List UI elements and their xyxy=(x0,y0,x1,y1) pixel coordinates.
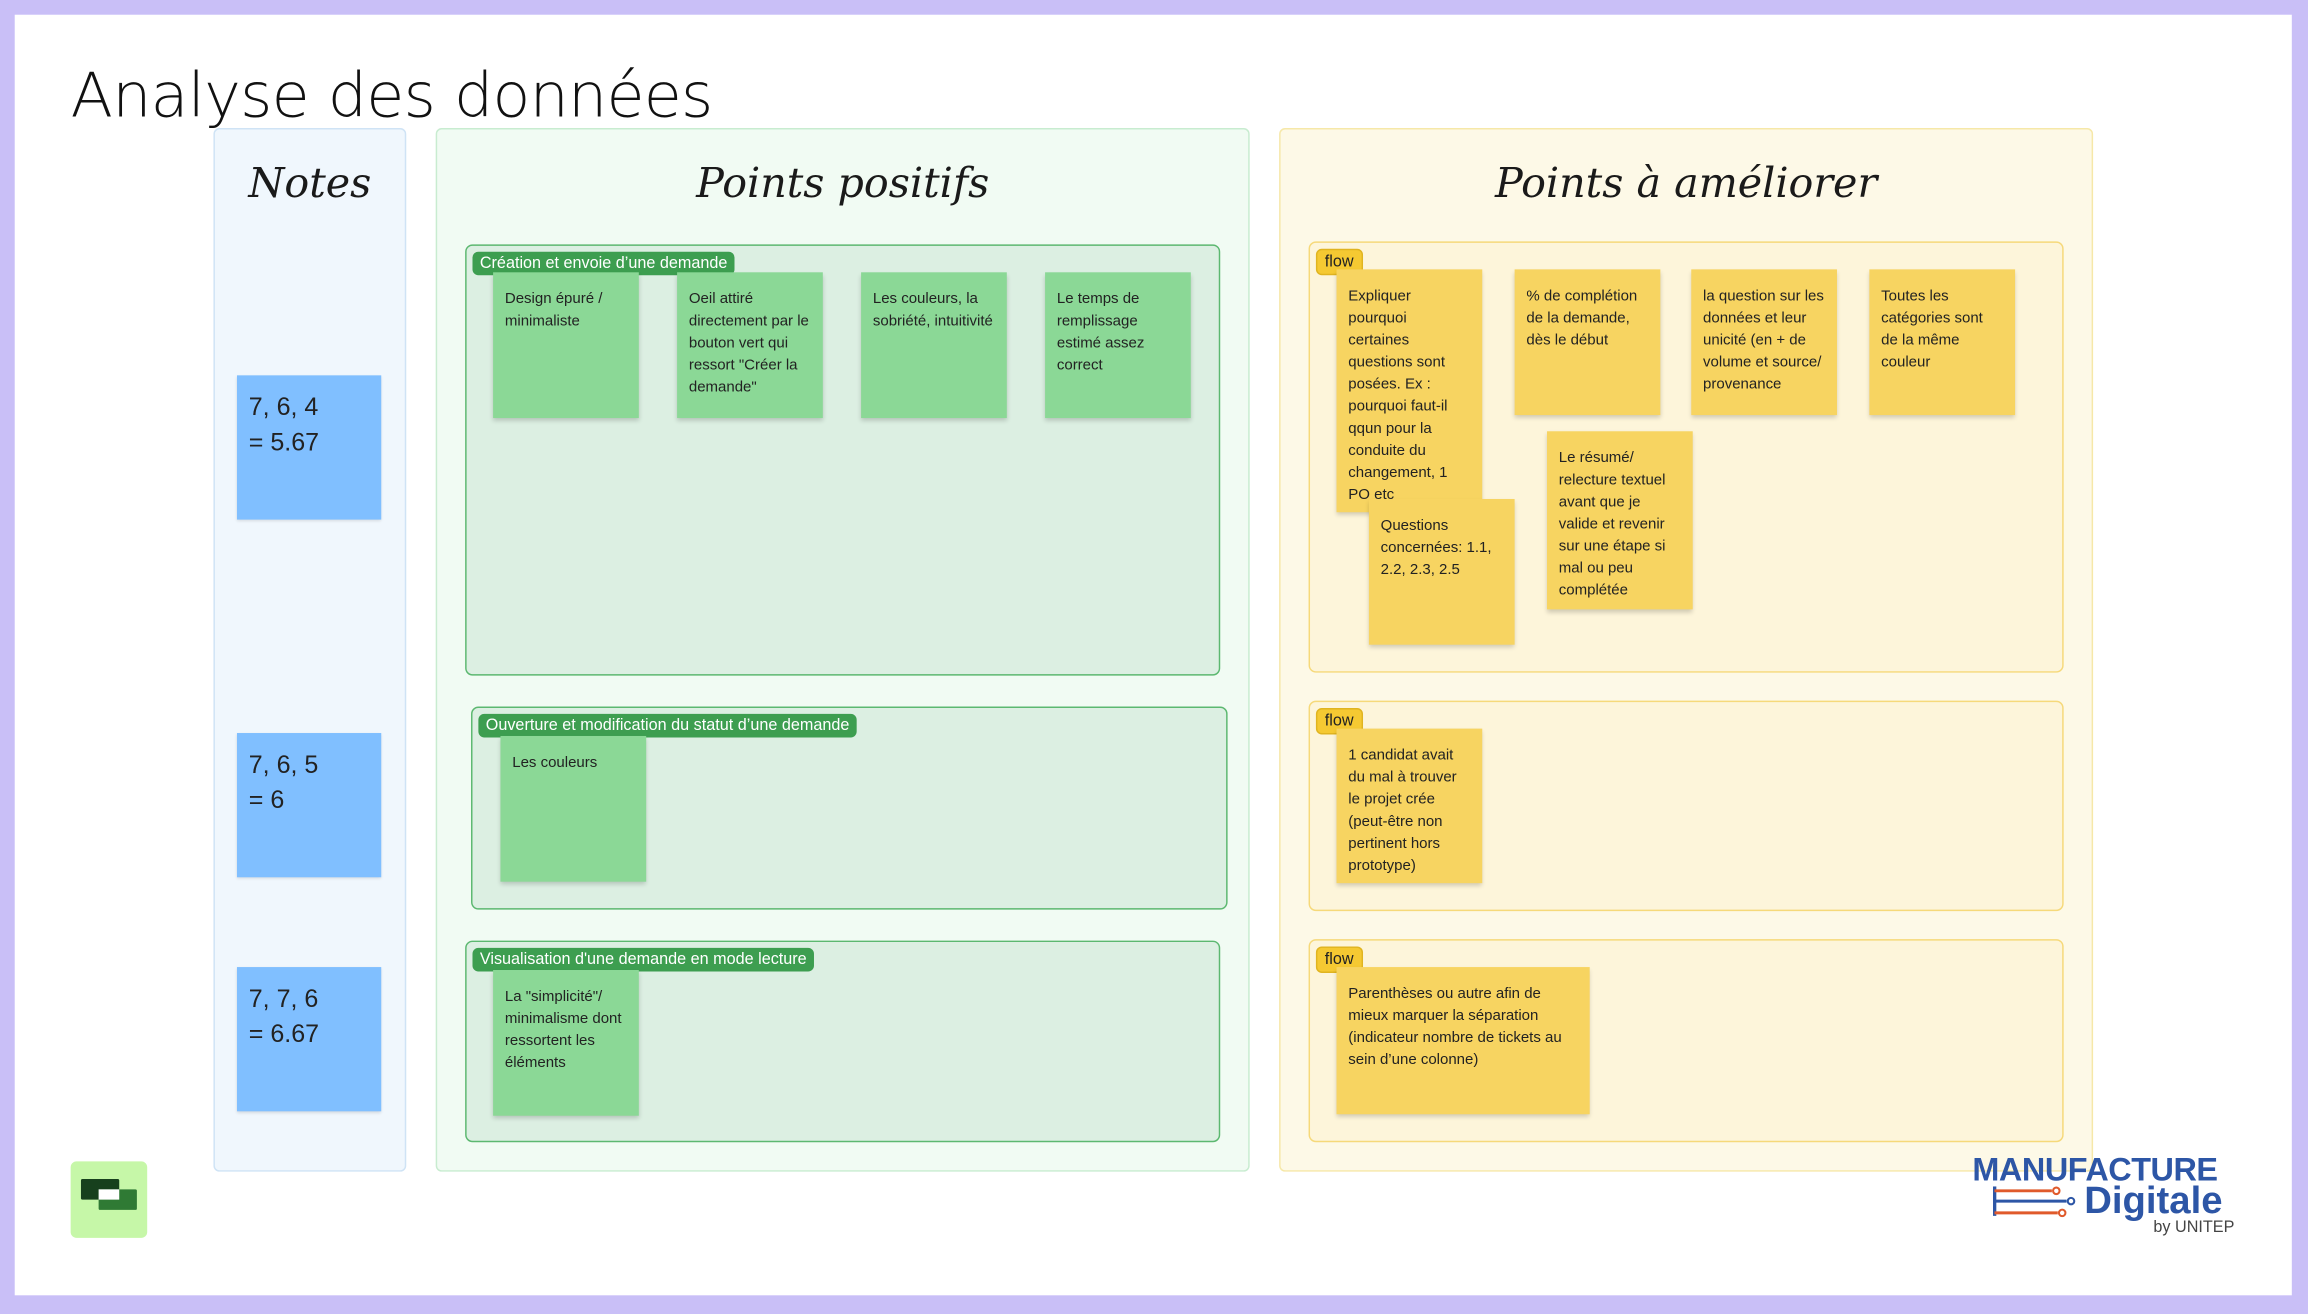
improvement-points-title: Points à améliorer xyxy=(1495,158,1878,208)
section-label: Création et envoie d’une demande xyxy=(472,251,735,276)
circuit-lines-icon xyxy=(1993,1186,2076,1218)
sticky-note[interactable]: Questions concernées: 1.1, 2.2, 2.3, 2.5 xyxy=(1368,498,1515,645)
notes-title: Notes xyxy=(248,158,372,208)
note-sticky[interactable]: 7, 6, 5 = 6 xyxy=(236,733,382,878)
sticky-note[interactable]: % de complétion de la demande, dès le dé… xyxy=(1514,269,1661,416)
logo-line2: Digitale xyxy=(2084,1177,2223,1222)
positive-points-title: Points positifs xyxy=(696,158,990,208)
note-sticky[interactable]: 7, 7, 6 = 6.67 xyxy=(236,967,382,1112)
note-sticky[interactable]: 7, 6, 4 = 5.67 xyxy=(236,375,382,520)
section-label: Visualisation d'une demande en mode lect… xyxy=(472,947,815,972)
section-label: Ouverture et modification du statut d’un… xyxy=(478,713,857,738)
manufacture-digitale-logo: MANUFACTURE Digitale by UNITEP xyxy=(1972,1151,2237,1239)
sticky-note[interactable]: Les couleurs xyxy=(500,735,647,882)
sticky-note[interactable]: 1 candidat avait du mal à trouver le pro… xyxy=(1336,728,1483,884)
app-logo-icon xyxy=(70,1161,148,1238)
sticky-note[interactable]: la question sur les données et leur unic… xyxy=(1691,269,1837,416)
logo-line1: MANUFACTURE xyxy=(1972,1151,2218,1188)
sticky-note[interactable]: Les couleurs, la sobriété, intuitivité xyxy=(861,272,1007,419)
sticky-note[interactable]: Expliquer pourquoi certaines questions s… xyxy=(1336,269,1483,513)
sticky-note[interactable]: Le résumé/ relecture textuel avant que j… xyxy=(1547,431,1693,610)
sticky-note[interactable]: Le temps de remplissage estimé assez cor… xyxy=(1045,272,1191,419)
sticky-note[interactable]: Oeil attiré directement par le bouton ve… xyxy=(677,272,823,419)
sticky-note[interactable]: Toutes les catégories sont de la même co… xyxy=(1869,269,2016,416)
logo-line3: by UNITEP xyxy=(2153,1218,2235,1237)
sticky-note[interactable]: Parenthèses ou autre afin de mieux marqu… xyxy=(1336,967,1590,1115)
page-title: Analyse des données xyxy=(70,58,714,132)
sticky-note[interactable]: Design épuré / minimaliste xyxy=(493,272,639,419)
sticky-note[interactable]: La "simplicité"/ minimalisme dont ressor… xyxy=(493,970,639,1116)
